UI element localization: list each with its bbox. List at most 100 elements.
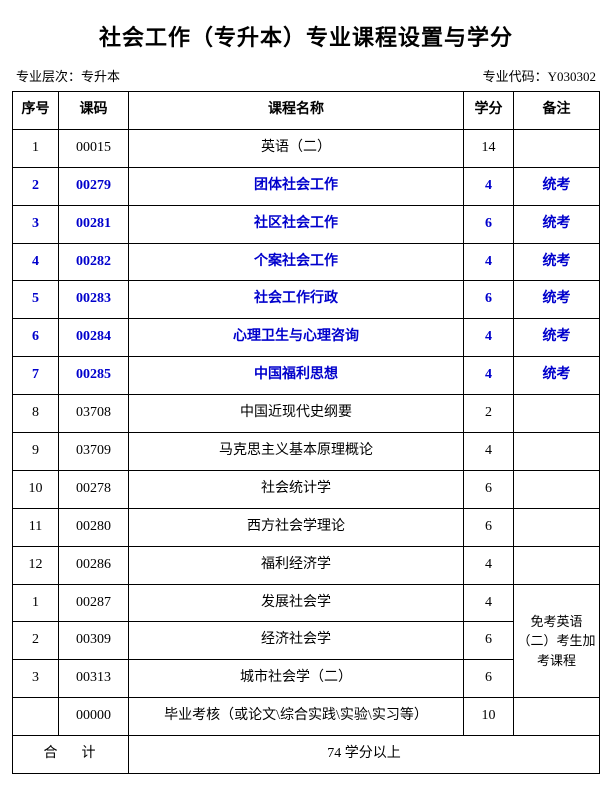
cell-code: 00280 xyxy=(59,508,129,546)
table-row: 300313城市社会学（二）6 xyxy=(13,660,600,698)
th-seq: 序号 xyxy=(13,92,59,130)
cell-credit: 4 xyxy=(464,433,514,471)
table-row: 500283社会工作行政6统考 xyxy=(13,281,600,319)
cell-note xyxy=(514,395,600,433)
cell-name: 社区社会工作 xyxy=(129,205,464,243)
cell-note xyxy=(514,470,600,508)
table-row: 100015英语（二）14 xyxy=(13,129,600,167)
table-row: 100287发展社会学4免考英语（二）考生加考课程 xyxy=(13,584,600,622)
cell-name: 西方社会学理论 xyxy=(129,508,464,546)
cell-seq: 11 xyxy=(13,508,59,546)
cell-note: 统考 xyxy=(514,167,600,205)
cell-name: 团体社会工作 xyxy=(129,167,464,205)
th-name: 课程名称 xyxy=(129,92,464,130)
cell-credit: 6 xyxy=(464,660,514,698)
code-label: 专业代码：Y030302 xyxy=(483,66,596,85)
cell-name: 中国福利思想 xyxy=(129,357,464,395)
cell-code: 00278 xyxy=(59,470,129,508)
cell-credit: 6 xyxy=(464,622,514,660)
cell-credit: 14 xyxy=(464,129,514,167)
cell-credit: 6 xyxy=(464,281,514,319)
cell-seq xyxy=(13,698,59,736)
cell-credit: 6 xyxy=(464,470,514,508)
cell-seq: 2 xyxy=(13,167,59,205)
table-row: 300281社区社会工作6统考 xyxy=(13,205,600,243)
table-row: 1200286福利经济学4 xyxy=(13,546,600,584)
table-row: 00000毕业考核（或论文\综合实践\实验\实习等）10 xyxy=(13,698,600,736)
cell-note: 统考 xyxy=(514,319,600,357)
cell-credit: 4 xyxy=(464,167,514,205)
table-row: 200309经济社会学6 xyxy=(13,622,600,660)
total-value: 74 学分以上 xyxy=(129,736,600,774)
cell-credit: 2 xyxy=(464,395,514,433)
cell-credit: 4 xyxy=(464,584,514,622)
total-row: 合计74 学分以上 xyxy=(13,736,600,774)
cell-name: 经济社会学 xyxy=(129,622,464,660)
cell-name: 城市社会学（二） xyxy=(129,660,464,698)
cell-seq: 7 xyxy=(13,357,59,395)
th-code: 课码 xyxy=(59,92,129,130)
cell-code: 00287 xyxy=(59,584,129,622)
cell-seq: 4 xyxy=(13,243,59,281)
cell-seq: 3 xyxy=(13,205,59,243)
cell-name: 社会工作行政 xyxy=(129,281,464,319)
cell-note: 统考 xyxy=(514,281,600,319)
cell-name: 马克思主义基本原理概论 xyxy=(129,433,464,471)
cell-credit: 4 xyxy=(464,357,514,395)
th-note: 备注 xyxy=(514,92,600,130)
cell-code: 00285 xyxy=(59,357,129,395)
table-row: 903709马克思主义基本原理概论4 xyxy=(13,433,600,471)
cell-code: 00015 xyxy=(59,129,129,167)
cell-code: 00313 xyxy=(59,660,129,698)
cell-name: 英语（二） xyxy=(129,129,464,167)
cell-note: 统考 xyxy=(514,205,600,243)
cell-seq: 8 xyxy=(13,395,59,433)
cell-name: 社会统计学 xyxy=(129,470,464,508)
cell-seq: 3 xyxy=(13,660,59,698)
cell-name: 心理卫生与心理咨询 xyxy=(129,319,464,357)
cell-note xyxy=(514,698,600,736)
cell-code: 00286 xyxy=(59,546,129,584)
cell-code: 00000 xyxy=(59,698,129,736)
cell-credit: 4 xyxy=(464,243,514,281)
cell-seq: 1 xyxy=(13,129,59,167)
cell-note xyxy=(514,508,600,546)
cell-credit: 4 xyxy=(464,546,514,584)
cell-code: 00279 xyxy=(59,167,129,205)
cell-name: 福利经济学 xyxy=(129,546,464,584)
level-label: 专业层次：专升本 xyxy=(16,66,120,85)
cell-seq: 2 xyxy=(13,622,59,660)
cell-credit: 4 xyxy=(464,319,514,357)
cell-seq: 6 xyxy=(13,319,59,357)
cell-code: 03709 xyxy=(59,433,129,471)
table-row: 700285中国福利思想4统考 xyxy=(13,357,600,395)
cell-note: 统考 xyxy=(514,357,600,395)
table-row: 600284心理卫生与心理咨询4统考 xyxy=(13,319,600,357)
cell-note-merged: 免考英语（二）考生加考课程 xyxy=(514,584,600,698)
th-credit: 学分 xyxy=(464,92,514,130)
cell-code: 00284 xyxy=(59,319,129,357)
cell-name: 中国近现代史纲要 xyxy=(129,395,464,433)
cell-name: 毕业考核（或论文\综合实践\实验\实习等） xyxy=(129,698,464,736)
cell-code: 00281 xyxy=(59,205,129,243)
cell-note: 统考 xyxy=(514,243,600,281)
course-table: 序号 课码 课程名称 学分 备注 100015英语（二）14200279团体社会… xyxy=(12,91,600,774)
cell-seq: 1 xyxy=(13,584,59,622)
total-label: 合计 xyxy=(13,736,129,774)
cell-credit: 6 xyxy=(464,205,514,243)
table-row: 400282个案社会工作4统考 xyxy=(13,243,600,281)
cell-seq: 9 xyxy=(13,433,59,471)
page-title: 社会工作（专升本）专业课程设置与学分 xyxy=(12,20,600,52)
table-row: 200279团体社会工作4统考 xyxy=(13,167,600,205)
cell-code: 00282 xyxy=(59,243,129,281)
table-row: 803708中国近现代史纲要2 xyxy=(13,395,600,433)
table-row: 1000278社会统计学6 xyxy=(13,470,600,508)
cell-code: 00309 xyxy=(59,622,129,660)
cell-note xyxy=(514,129,600,167)
cell-credit: 10 xyxy=(464,698,514,736)
cell-credit: 6 xyxy=(464,508,514,546)
table-body: 100015英语（二）14200279团体社会工作4统考300281社区社会工作… xyxy=(13,129,600,773)
cell-code: 00283 xyxy=(59,281,129,319)
table-row: 1100280西方社会学理论6 xyxy=(13,508,600,546)
cell-name: 发展社会学 xyxy=(129,584,464,622)
